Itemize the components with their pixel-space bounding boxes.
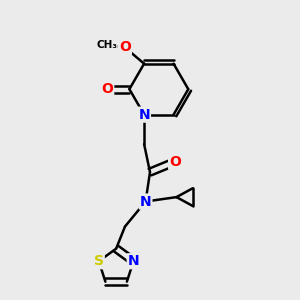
Text: O: O bbox=[169, 155, 181, 169]
Text: S: S bbox=[94, 254, 104, 268]
Text: O: O bbox=[101, 82, 113, 96]
Text: O: O bbox=[119, 40, 131, 55]
Text: N: N bbox=[128, 254, 139, 268]
Text: N: N bbox=[140, 194, 152, 208]
Text: N: N bbox=[138, 108, 150, 122]
Text: CH₃: CH₃ bbox=[96, 40, 117, 50]
